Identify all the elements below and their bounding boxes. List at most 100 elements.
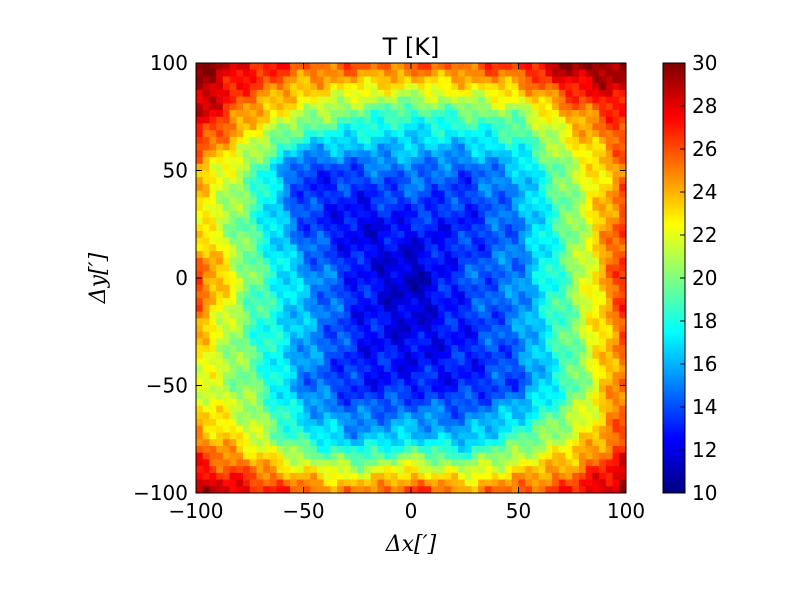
heatmap-cell bbox=[263, 197, 271, 205]
heatmap-cell bbox=[229, 472, 237, 481]
heatmap-cell bbox=[316, 257, 325, 266]
heatmap-cell bbox=[437, 479, 446, 487]
heatmap-cell bbox=[578, 237, 587, 246]
heatmap-cell bbox=[229, 130, 237, 138]
heatmap-cell bbox=[249, 96, 258, 104]
heatmap-cell bbox=[256, 116, 264, 125]
heatmap-cell bbox=[417, 304, 426, 313]
heatmap-cell bbox=[229, 170, 237, 178]
heatmap-cell bbox=[397, 311, 405, 319]
heatmap-cell bbox=[424, 83, 432, 91]
heatmap-cell bbox=[599, 439, 607, 447]
heatmap-cell bbox=[498, 103, 506, 111]
heatmap-cell bbox=[202, 412, 211, 420]
heatmap-cell bbox=[491, 96, 499, 104]
heatmap-cell bbox=[404, 244, 412, 252]
heatmap-cell bbox=[498, 419, 506, 427]
heatmap-cell bbox=[397, 358, 405, 366]
heatmap-cell bbox=[619, 230, 626, 239]
heatmap-cell bbox=[491, 466, 499, 474]
heatmap-cell bbox=[572, 210, 580, 219]
heatmap-cell bbox=[505, 432, 513, 440]
heatmap-cell bbox=[323, 264, 331, 272]
heatmap-cell bbox=[565, 237, 573, 246]
heatmap-cell bbox=[464, 486, 473, 493]
heatmap-cell bbox=[269, 143, 278, 151]
heatmap-cell bbox=[269, 237, 278, 246]
heatmap-cell bbox=[498, 472, 506, 481]
heatmap-cell bbox=[196, 472, 204, 481]
heatmap-cell bbox=[330, 143, 338, 151]
heatmap-cell bbox=[619, 157, 626, 165]
heatmap-cell bbox=[283, 419, 291, 427]
heatmap-cell bbox=[444, 197, 452, 205]
heatmap-cell bbox=[263, 405, 271, 413]
heatmap-cell bbox=[578, 378, 587, 387]
heatmap-cell bbox=[363, 264, 372, 272]
heatmap-cell bbox=[498, 325, 506, 333]
heatmap-cell bbox=[283, 251, 291, 259]
heatmap-cell bbox=[290, 412, 298, 420]
heatmap-cell bbox=[478, 385, 486, 393]
heatmap-cell bbox=[471, 345, 479, 353]
heatmap-cell bbox=[296, 251, 305, 259]
heatmap-cell bbox=[471, 170, 479, 178]
heatmap-cell bbox=[269, 210, 278, 219]
heatmap-cell bbox=[605, 163, 614, 172]
heatmap-cell bbox=[552, 304, 560, 313]
heatmap-cell bbox=[478, 372, 486, 380]
heatmap-cell bbox=[404, 163, 412, 172]
heatmap-cell bbox=[531, 150, 540, 158]
heatmap-cell bbox=[202, 170, 211, 178]
heatmap-cell bbox=[444, 257, 452, 266]
heatmap-cell bbox=[437, 210, 446, 219]
heatmap-cell bbox=[592, 284, 600, 293]
heatmap-cell bbox=[599, 331, 607, 340]
heatmap-cell bbox=[397, 244, 405, 252]
heatmap-cell bbox=[243, 466, 251, 474]
heatmap-cell bbox=[585, 459, 594, 467]
heatmap-cell bbox=[290, 398, 298, 407]
heatmap-cell bbox=[538, 271, 546, 279]
heatmap-cell bbox=[585, 378, 594, 387]
heatmap-cell bbox=[269, 278, 278, 286]
heatmap-cell bbox=[390, 204, 399, 212]
heatmap-cell bbox=[363, 110, 372, 118]
heatmap-cell bbox=[397, 76, 405, 84]
heatmap-cell bbox=[310, 257, 318, 266]
heatmap-cell bbox=[397, 351, 405, 360]
heatmap-cell bbox=[612, 69, 620, 78]
heatmap-cell bbox=[310, 372, 318, 380]
heatmap-cell bbox=[350, 244, 358, 252]
heatmap-cell bbox=[377, 217, 385, 225]
heatmap-cell bbox=[256, 318, 264, 326]
heatmap-cell bbox=[599, 230, 607, 239]
heatmap-cell bbox=[578, 230, 587, 239]
heatmap-cell bbox=[578, 398, 587, 407]
heatmap-cell bbox=[458, 325, 466, 333]
heatmap-cell bbox=[458, 392, 466, 400]
heatmap-cell bbox=[411, 452, 419, 461]
heatmap-cell bbox=[558, 439, 567, 447]
heatmap-cell bbox=[484, 432, 493, 440]
heatmap-cell bbox=[505, 244, 513, 252]
heatmap-cell bbox=[619, 83, 626, 91]
heatmap-cell bbox=[431, 466, 439, 474]
heatmap-cell bbox=[303, 472, 311, 481]
heatmap-cell bbox=[578, 103, 587, 111]
heatmap-cell bbox=[599, 251, 607, 259]
heatmap-cell bbox=[323, 157, 331, 165]
heatmap-cell bbox=[478, 103, 486, 111]
heatmap-cell bbox=[216, 466, 224, 474]
heatmap-cell bbox=[578, 472, 587, 481]
heatmap-cell bbox=[256, 479, 264, 487]
heatmap-cell bbox=[357, 103, 365, 111]
heatmap-cell bbox=[357, 479, 365, 487]
heatmap-cell bbox=[343, 291, 352, 299]
heatmap-cell bbox=[444, 83, 452, 91]
heatmap-cell bbox=[216, 230, 224, 239]
heatmap-cell bbox=[599, 459, 607, 467]
heatmap-cell bbox=[484, 157, 493, 165]
x-tick-label: 100 bbox=[607, 499, 645, 523]
heatmap-cell bbox=[323, 472, 331, 481]
